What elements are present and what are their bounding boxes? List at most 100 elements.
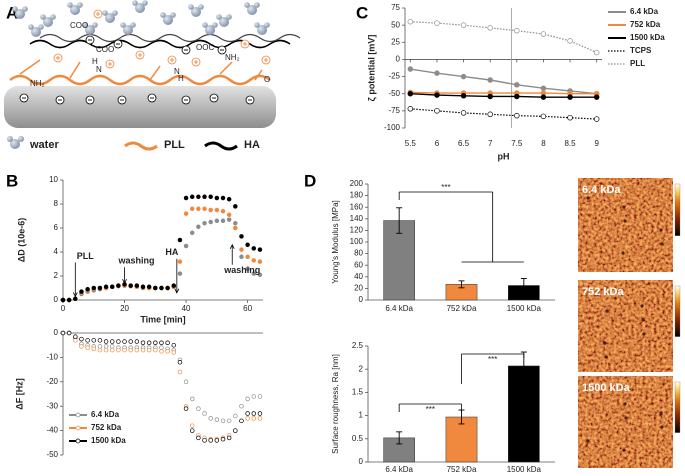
data-point bbox=[214, 207, 220, 213]
data-point bbox=[165, 349, 170, 354]
data-point bbox=[434, 70, 440, 76]
data-point bbox=[202, 220, 207, 226]
data-point bbox=[91, 285, 97, 291]
data-point bbox=[487, 25, 493, 31]
data-point bbox=[251, 411, 257, 416]
data-point bbox=[116, 347, 121, 353]
afm-pit bbox=[641, 318, 645, 322]
y-tick-label: 25 bbox=[391, 37, 400, 46]
legend-marker bbox=[75, 425, 81, 431]
y-tick-label: 0.5 bbox=[352, 434, 364, 443]
data-point bbox=[103, 284, 109, 290]
data-point bbox=[196, 435, 201, 441]
data-point bbox=[226, 212, 232, 218]
bar bbox=[508, 365, 540, 463]
data-point bbox=[97, 285, 103, 291]
x-tick-label: 5.5 bbox=[405, 139, 417, 148]
data-point bbox=[165, 340, 170, 346]
y-tick-label: 10 bbox=[49, 175, 58, 184]
legend-label: 6.4 kDa bbox=[91, 410, 120, 419]
data-point bbox=[140, 340, 146, 346]
y-tick-label: 6 bbox=[54, 223, 59, 232]
data-point bbox=[239, 418, 244, 424]
afm-pit bbox=[623, 219, 627, 223]
data-point bbox=[434, 20, 440, 26]
color-bar bbox=[674, 285, 681, 337]
x-axis-label: Time [min] bbox=[140, 314, 185, 324]
data-point bbox=[159, 285, 164, 291]
chemical-group: H bbox=[178, 74, 184, 83]
data-point bbox=[214, 195, 220, 201]
legend-label: PLL bbox=[630, 59, 645, 68]
data-point bbox=[257, 272, 263, 278]
water-molecule bbox=[216, 14, 222, 20]
data-point bbox=[514, 112, 520, 119]
water-molecule bbox=[28, 24, 34, 30]
water-icon bbox=[18, 136, 24, 142]
arrow-head bbox=[174, 288, 180, 294]
y-tick-label: 160 bbox=[350, 202, 364, 211]
data-point bbox=[196, 406, 201, 411]
data-point bbox=[239, 254, 244, 260]
afm-texture bbox=[578, 178, 673, 272]
y-tick-label: -25 bbox=[388, 72, 400, 81]
x-tick-label: 1500 kDa bbox=[507, 465, 542, 474]
data-point bbox=[189, 428, 195, 433]
data-point bbox=[251, 258, 257, 263]
data-point bbox=[60, 330, 66, 336]
data-point bbox=[540, 85, 547, 91]
image-label: 752 kDa bbox=[582, 286, 624, 298]
y-tick-label: 0 bbox=[359, 295, 364, 304]
afm-pit bbox=[659, 411, 663, 415]
water-molecule bbox=[254, 2, 260, 8]
y-tick-label: -100 bbox=[384, 123, 401, 132]
data-point bbox=[567, 94, 573, 100]
x-tick-label: 6 bbox=[435, 139, 440, 148]
legend-label: TCPS bbox=[630, 46, 652, 55]
legend-line bbox=[204, 141, 238, 151]
data-point bbox=[85, 345, 90, 350]
data-point bbox=[196, 194, 201, 200]
data-point bbox=[189, 396, 195, 402]
x-tick-label: 6.4 kDa bbox=[385, 465, 413, 474]
x-tick-label: 6.4 kDa bbox=[385, 304, 413, 313]
pll-side-chains bbox=[19, 59, 263, 81]
data-point bbox=[245, 396, 250, 402]
water-molecule bbox=[163, 15, 173, 25]
x-tick-label: 40 bbox=[182, 304, 191, 313]
data-point bbox=[239, 234, 244, 239]
data-point bbox=[251, 271, 257, 276]
data-point bbox=[208, 219, 213, 225]
data-point bbox=[109, 344, 115, 349]
data-point bbox=[434, 92, 440, 98]
y-tick-label: 0 bbox=[359, 457, 364, 466]
y-tick-label: -30 bbox=[46, 401, 58, 410]
y-tick-label: 200 bbox=[350, 179, 364, 188]
y-axis-label: Surface roughness, Ra [nm] bbox=[331, 354, 340, 454]
data-point bbox=[214, 438, 220, 443]
chemical-group: N bbox=[174, 67, 180, 76]
y-tick-label: 0 bbox=[54, 295, 59, 304]
data-point bbox=[257, 259, 263, 264]
afm-pit bbox=[603, 341, 607, 345]
y-tick-label: 0 bbox=[54, 328, 59, 337]
data-point bbox=[91, 338, 97, 343]
data-point bbox=[66, 330, 72, 336]
data-point bbox=[177, 271, 183, 276]
water-molecule bbox=[120, 22, 126, 28]
data-point bbox=[245, 254, 250, 260]
data-point bbox=[487, 93, 493, 100]
data-point bbox=[73, 296, 78, 302]
ha-chain bbox=[39, 33, 301, 43]
data-point bbox=[134, 283, 140, 288]
chemical-group: COO bbox=[96, 45, 114, 54]
legend-label: 752 kDa bbox=[91, 423, 122, 432]
data-point bbox=[85, 338, 90, 343]
y-axis-label: ΔD (10e-6) bbox=[16, 218, 26, 262]
chemical-group: OOC bbox=[196, 43, 214, 52]
chemical-group: N bbox=[96, 65, 102, 74]
x-tick-label: 0 bbox=[61, 304, 66, 313]
data-point bbox=[251, 416, 257, 421]
data-point bbox=[239, 403, 244, 409]
